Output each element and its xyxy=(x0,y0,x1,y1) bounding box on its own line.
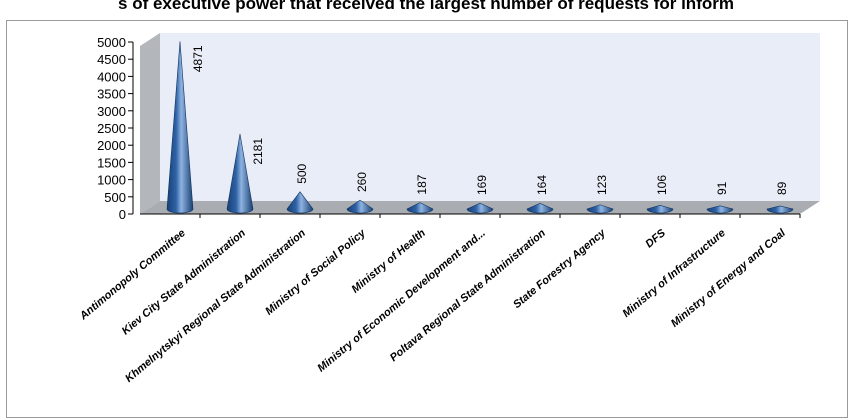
y-tick-label: 5000 xyxy=(97,35,126,50)
cone-body xyxy=(586,204,614,214)
cone xyxy=(646,205,674,214)
category-label: Kiev City State Administration xyxy=(120,227,248,337)
cone-body xyxy=(766,205,794,214)
cone-body xyxy=(646,205,674,214)
data-label: 106 xyxy=(655,175,669,195)
y-tick-label: 2500 xyxy=(97,121,126,136)
cone xyxy=(526,203,554,214)
data-label: 91 xyxy=(715,181,729,195)
cone xyxy=(766,205,794,214)
y-tick-label: 1500 xyxy=(97,155,126,170)
data-label: 4871 xyxy=(191,45,205,72)
cone-body xyxy=(286,191,314,214)
cone xyxy=(226,133,254,214)
cones xyxy=(166,41,794,214)
y-tick-label: 4000 xyxy=(97,69,126,84)
back-wall xyxy=(160,33,820,201)
side-wall xyxy=(140,33,160,214)
chart-title: s of executive power that received the l… xyxy=(118,0,734,13)
data-label: 260 xyxy=(355,172,369,192)
y-tick-label: 2000 xyxy=(97,138,126,153)
cone xyxy=(586,204,614,214)
data-label: 164 xyxy=(535,175,549,195)
category-label: Ministry of Energy and Coal xyxy=(669,227,789,330)
cone-body xyxy=(526,203,554,214)
category-label: Antimonopoly Committee xyxy=(77,227,188,323)
y-tick-label: 3000 xyxy=(97,104,126,119)
cone-body xyxy=(706,205,734,214)
category-label: Ministry of Social Policy xyxy=(263,227,368,318)
cone-body xyxy=(466,202,494,214)
cone-body xyxy=(406,202,434,214)
data-label: 169 xyxy=(475,175,489,195)
data-labels: 4871 2181 500 260 187 169 164 123 106 91 89 xyxy=(191,45,789,195)
data-label: 123 xyxy=(595,175,609,195)
category-label: DFS xyxy=(643,227,668,251)
cone-body xyxy=(166,41,194,214)
y-tick-label: 500 xyxy=(104,190,126,205)
y-tick-label: 4500 xyxy=(97,52,126,67)
cone-body xyxy=(226,133,254,214)
y-tick-label: 1000 xyxy=(97,173,126,188)
y-tick-label: 0 xyxy=(119,207,126,222)
cone xyxy=(406,202,434,214)
data-label: 2181 xyxy=(251,138,265,165)
cone xyxy=(166,41,194,214)
data-label: 187 xyxy=(415,174,429,194)
data-label: 500 xyxy=(295,163,309,183)
cone xyxy=(706,205,734,214)
cone xyxy=(466,202,494,214)
y-tick-label: 3500 xyxy=(97,87,126,102)
cone xyxy=(286,191,314,214)
cone xyxy=(346,199,374,214)
category-label: Ministry of Infrastructure xyxy=(620,227,727,320)
cone-body xyxy=(346,199,374,214)
data-label: 89 xyxy=(775,181,789,195)
